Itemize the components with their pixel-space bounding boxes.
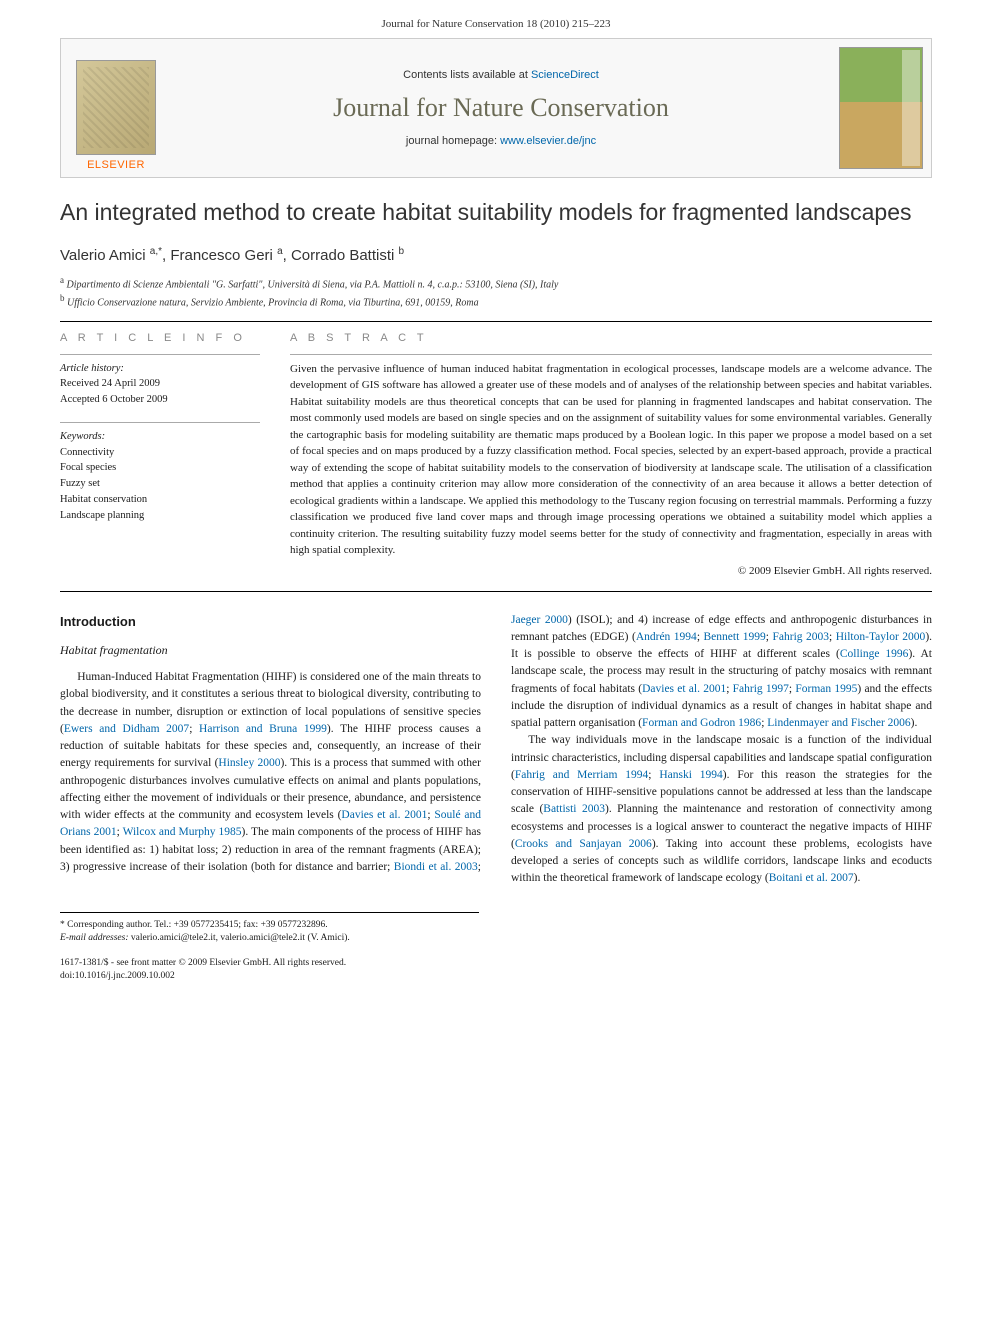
affiliation-b-text: Ufficio Conservazione natura, Servizio A… bbox=[67, 298, 479, 309]
citation-link[interactable]: Forman 1995 bbox=[795, 683, 857, 695]
citation-link[interactable]: Davies et al. 2001 bbox=[642, 683, 726, 695]
email-line: E-mail addresses: valerio.amici@tele2.it… bbox=[60, 932, 479, 945]
article-history: Article history: Received 24 April 2009 … bbox=[60, 361, 260, 408]
author-2: Francesco Geri bbox=[170, 247, 273, 264]
subsection-heading: Habitat fragmentation bbox=[60, 641, 481, 659]
text-run: isolation (both for distance and barrier… bbox=[208, 861, 394, 873]
citation-link[interactable]: Wilcox and Murphy 1985 bbox=[123, 826, 242, 838]
affiliation-a: a Dipartimento di Scienze Ambientali "G.… bbox=[60, 274, 932, 292]
citation-link[interactable]: Forman and Godron 1986 bbox=[642, 717, 761, 729]
citation-link[interactable]: Harrison and Bruna 1999 bbox=[199, 723, 327, 735]
corr-author-line: * Corresponding author. Tel.: +39 057723… bbox=[60, 919, 479, 932]
citation-link[interactable]: Andrén 1994 bbox=[636, 631, 697, 643]
section-heading-introduction: Introduction bbox=[60, 612, 481, 632]
abstract-column: A B S T R A C T Given the pervasive infl… bbox=[290, 332, 932, 577]
citation-link[interactable]: Bennett 1999 bbox=[704, 631, 766, 643]
article-title: An integrated method to create habitat s… bbox=[60, 198, 932, 228]
info-abstract-row: A R T I C L E I N F O Article history: R… bbox=[60, 332, 932, 577]
author-2-aff: a bbox=[277, 246, 283, 257]
citation-link[interactable]: Battisti 2003 bbox=[543, 803, 605, 815]
doi-line: doi:10.1016/j.jnc.2009.10.002 bbox=[60, 970, 932, 983]
keyword-4: Habitat conservation bbox=[60, 494, 147, 505]
author-1: Valerio Amici bbox=[60, 247, 146, 264]
affiliation-a-text: Dipartimento di Scienze Ambientali "G. S… bbox=[67, 279, 559, 290]
text-run: ). bbox=[911, 717, 918, 729]
affiliations: a Dipartimento di Scienze Ambientali "G.… bbox=[60, 274, 932, 311]
keyword-2: Focal species bbox=[60, 462, 116, 473]
citation-link[interactable]: Jaeger 2000 bbox=[511, 614, 568, 626]
citation-link[interactable]: Collinge 1996 bbox=[840, 648, 909, 660]
citation-link[interactable]: Crooks and Sanjayan 2006 bbox=[515, 838, 652, 850]
journal-banner: ELSEVIER Contents lists available at Sci… bbox=[60, 38, 932, 178]
citation-link[interactable]: Ewers and Didham 2007 bbox=[64, 723, 189, 735]
sciencedirect-link[interactable]: ScienceDirect bbox=[531, 69, 599, 81]
author-3: Corrado Battisti bbox=[291, 247, 394, 264]
article-content: An integrated method to create habitat s… bbox=[0, 198, 992, 888]
body-para-2: The way individuals move in the landscap… bbox=[511, 732, 932, 887]
keyword-5: Landscape planning bbox=[60, 510, 144, 521]
running-head: Journal for Nature Conservation 18 (2010… bbox=[0, 0, 992, 38]
history-head: Article history: bbox=[60, 361, 260, 377]
contents-prefix: Contents lists available at bbox=[403, 69, 531, 81]
citation-link[interactable]: Hanski 1994 bbox=[659, 769, 722, 781]
journal-homepage-link[interactable]: www.elsevier.de/jnc bbox=[500, 135, 596, 147]
article-info-label: A R T I C L E I N F O bbox=[60, 332, 260, 344]
citation-link[interactable]: Biondi et al. 2003 bbox=[394, 861, 478, 873]
homepage-line: journal homepage: www.elsevier.de/jnc bbox=[406, 135, 596, 147]
email-addresses: valerio.amici@tele2.it, valerio.amici@te… bbox=[129, 933, 350, 943]
publisher-logo-block: ELSEVIER bbox=[61, 39, 171, 177]
accepted-date: Accepted 6 October 2009 bbox=[60, 394, 168, 405]
citation-link[interactable]: Lindenmayer and Fischer 2006 bbox=[767, 717, 910, 729]
citation-link[interactable]: Hinsley 2000 bbox=[218, 757, 280, 769]
divider bbox=[60, 354, 260, 355]
keywords-block: Keywords: Connectivity Focal species Fuz… bbox=[60, 429, 260, 524]
keyword-3: Fuzzy set bbox=[60, 478, 100, 489]
divider bbox=[60, 422, 260, 423]
author-3-aff: b bbox=[399, 246, 405, 257]
divider bbox=[60, 321, 932, 322]
page-footer: * Corresponding author. Tel.: +39 057723… bbox=[0, 912, 992, 984]
body-columns: Introduction Habitat fragmentation Human… bbox=[60, 612, 932, 888]
keyword-1: Connectivity bbox=[60, 447, 114, 458]
publisher-name: ELSEVIER bbox=[87, 159, 145, 171]
abstract-text: Given the pervasive influence of human i… bbox=[290, 361, 932, 559]
journal-title: Journal for Nature Conservation bbox=[333, 93, 669, 123]
citation-link[interactable]: Boitani et al. 2007 bbox=[769, 872, 854, 884]
journal-cover-thumb bbox=[831, 39, 931, 177]
email-label: E-mail addresses: bbox=[60, 933, 129, 943]
contents-line: Contents lists available at ScienceDirec… bbox=[403, 69, 599, 81]
article-info-column: A R T I C L E I N F O Article history: R… bbox=[60, 332, 260, 577]
divider bbox=[290, 354, 932, 355]
doi-block: 1617-1381/$ - see front matter © 2009 El… bbox=[60, 957, 932, 984]
banner-center: Contents lists available at ScienceDirec… bbox=[171, 39, 831, 177]
abstract-copyright: © 2009 Elsevier GmbH. All rights reserve… bbox=[290, 565, 932, 577]
cover-image-icon bbox=[839, 47, 923, 169]
homepage-prefix: journal homepage: bbox=[406, 135, 500, 147]
corresponding-author-footnote: * Corresponding author. Tel.: +39 057723… bbox=[60, 912, 479, 946]
citation-link[interactable]: Davies et al. 2001 bbox=[341, 809, 427, 821]
citation-link[interactable]: Fahrig and Merriam 1994 bbox=[515, 769, 648, 781]
citation-link[interactable]: Hilton-Taylor 2000 bbox=[836, 631, 926, 643]
affiliation-b: b Ufficio Conservazione natura, Servizio… bbox=[60, 292, 932, 310]
citation-link[interactable]: Fahrig 2003 bbox=[773, 631, 830, 643]
divider bbox=[60, 591, 932, 592]
author-list: Valerio Amici a,*, Francesco Geri a, Cor… bbox=[60, 246, 932, 264]
issn-line: 1617-1381/$ - see front matter © 2009 El… bbox=[60, 957, 932, 970]
received-date: Received 24 April 2009 bbox=[60, 378, 160, 389]
citation-link[interactable]: Fahrig 1997 bbox=[733, 683, 789, 695]
author-1-aff: a,* bbox=[150, 246, 162, 257]
text-run: ). bbox=[854, 872, 861, 884]
elsevier-tree-icon bbox=[76, 60, 156, 155]
keywords-head: Keywords: bbox=[60, 429, 260, 445]
abstract-label: A B S T R A C T bbox=[290, 332, 932, 344]
